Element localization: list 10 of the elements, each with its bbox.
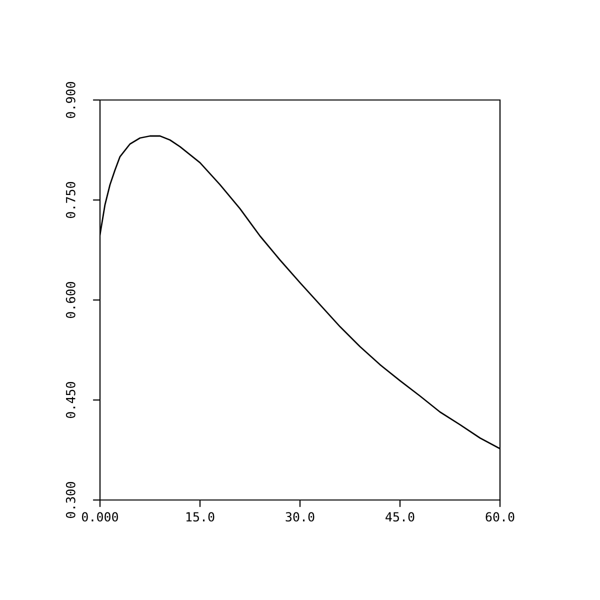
y-tick-label: 0.450 (66, 382, 76, 418)
x-tick-label: 15.0 (186, 512, 214, 522)
x-tick-label: 0.000 (82, 512, 118, 522)
x-tick-label: 60.0 (486, 512, 514, 522)
y-tick-label: 0.750 (66, 182, 76, 218)
y-tick-label: 0.900 (66, 82, 76, 118)
y-tick-label: 0.300 (66, 482, 76, 518)
x-tick-label: 30.0 (286, 512, 314, 522)
x-tick-label: 45.0 (386, 512, 414, 522)
y-tick-label: 0.600 (66, 282, 76, 318)
